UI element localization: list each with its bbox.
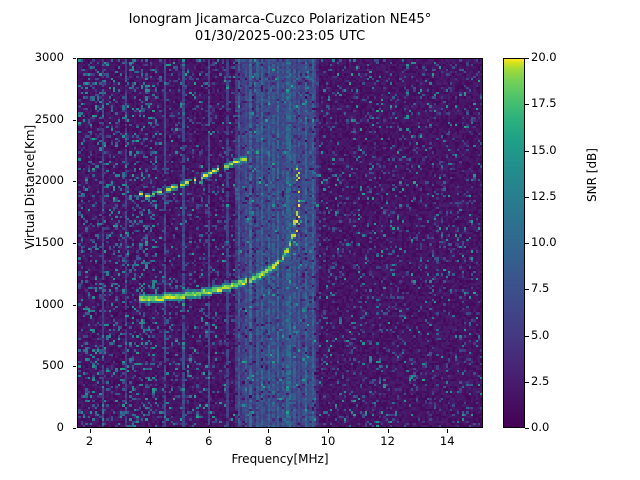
y-tick-label: 0 xyxy=(56,420,64,434)
colorbar-tick-mark xyxy=(525,243,529,244)
snr-heatmap xyxy=(78,59,482,427)
colorbar-tick-label: 2.5 xyxy=(531,373,550,388)
colorbar-tick-mark xyxy=(525,104,529,106)
colorbar-title: SNR [dB] xyxy=(585,148,599,202)
x-tick-mark xyxy=(327,429,329,433)
colorbar-tick-mark xyxy=(525,58,529,59)
y-tick-mark xyxy=(72,428,76,429)
y-tick-mark xyxy=(72,366,76,368)
colorbar-tick-mark xyxy=(525,196,529,198)
y-tick-label: 2500 xyxy=(34,111,64,126)
x-axis-title: Frequency[MHz] xyxy=(231,452,329,466)
y-tick-label: 2000 xyxy=(34,173,64,188)
colorbar-tick-label: 15.0 xyxy=(531,142,557,157)
figure-title: Ionogram Jicamarca-Cuzco Polarization NE… xyxy=(128,12,432,44)
y-tick-mark xyxy=(72,181,76,183)
x-tick-mark xyxy=(447,429,449,433)
colorbar-tick-mark xyxy=(525,150,529,152)
colorbar-tick-label: 5.0 xyxy=(531,327,550,342)
x-tick-label: 12 xyxy=(380,434,395,448)
ionogram-plot-area xyxy=(77,58,483,428)
y-tick-label: 3000 xyxy=(34,50,64,64)
colorbar-tick-label: 17.5 xyxy=(531,96,557,111)
y-tick-label: 1500 xyxy=(34,235,64,249)
y-tick-mark xyxy=(72,304,76,306)
x-tick-label: 2 xyxy=(85,434,94,448)
x-tick-mark xyxy=(208,429,210,433)
x-tick-label: 8 xyxy=(264,434,273,448)
x-tick-label: 4 xyxy=(145,434,153,448)
x-tick-mark xyxy=(387,429,389,433)
colorbar-tick-mark xyxy=(525,381,529,383)
colorbar-tick-label: 10.0 xyxy=(531,235,557,249)
colorbar-tick-mark xyxy=(525,428,529,429)
y-tick-mark xyxy=(72,58,76,59)
y-tick-mark xyxy=(72,119,76,121)
colorbar-tick-label: 7.5 xyxy=(531,281,550,296)
colorbar-tick-mark xyxy=(525,289,529,291)
y-tick-mark xyxy=(72,243,76,244)
x-tick-mark xyxy=(268,429,270,433)
colorbar-tick-label: 12.5 xyxy=(531,188,557,203)
colorbar-tick-label: 20.0 xyxy=(531,50,557,64)
colorbar-tick-label: 0.0 xyxy=(531,420,550,434)
snr-colorbar xyxy=(503,58,525,428)
x-tick-label: 6 xyxy=(205,434,213,448)
heatmap-canvas xyxy=(78,59,482,427)
y-tick-label: 1000 xyxy=(34,296,64,311)
x-tick-mark xyxy=(149,429,151,433)
x-tick-label: 10 xyxy=(320,434,336,448)
colorbar-tick-mark xyxy=(525,335,529,337)
x-tick-mark xyxy=(89,429,91,433)
y-tick-label: 500 xyxy=(42,358,64,373)
x-tick-label: 14 xyxy=(439,434,455,448)
